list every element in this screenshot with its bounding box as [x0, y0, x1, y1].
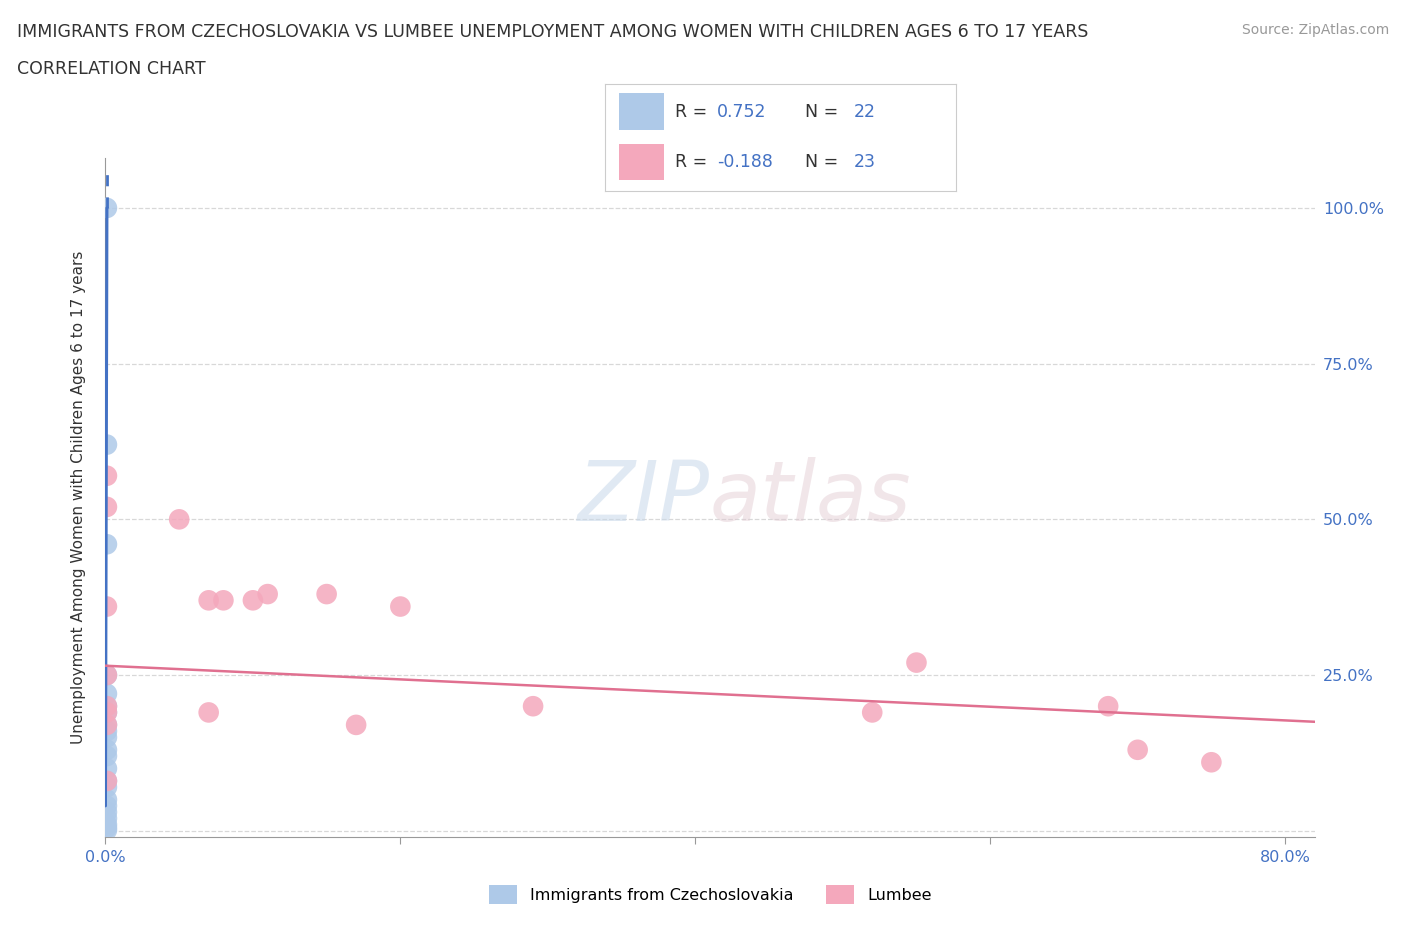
- FancyBboxPatch shape: [619, 143, 665, 180]
- Text: IMMIGRANTS FROM CZECHOSLOVAKIA VS LUMBEE UNEMPLOYMENT AMONG WOMEN WITH CHILDREN : IMMIGRANTS FROM CZECHOSLOVAKIA VS LUMBEE…: [17, 23, 1088, 41]
- Y-axis label: Unemployment Among Women with Children Ages 6 to 17 years: Unemployment Among Women with Children A…: [72, 251, 86, 744]
- Text: 0.752: 0.752: [717, 102, 766, 121]
- Point: [96, 724, 118, 738]
- Point: [167, 512, 190, 526]
- Point: [96, 686, 118, 701]
- Point: [96, 698, 118, 713]
- Point: [96, 774, 118, 789]
- Point: [96, 717, 118, 732]
- Point: [315, 587, 337, 602]
- Point: [96, 804, 118, 819]
- Point: [389, 599, 412, 614]
- Text: CORRELATION CHART: CORRELATION CHART: [17, 60, 205, 78]
- Point: [96, 774, 118, 789]
- Point: [96, 820, 118, 835]
- Legend: Immigrants from Czechoslovakia, Lumbee: Immigrants from Czechoslovakia, Lumbee: [482, 878, 938, 910]
- Point: [96, 705, 118, 720]
- Text: Source: ZipAtlas.com: Source: ZipAtlas.com: [1241, 23, 1389, 37]
- Point: [344, 717, 367, 732]
- Point: [96, 799, 118, 814]
- Point: [1201, 755, 1223, 770]
- FancyBboxPatch shape: [619, 93, 665, 129]
- Point: [256, 587, 278, 602]
- Point: [96, 823, 118, 838]
- Text: ZIP: ZIP: [578, 457, 710, 538]
- Point: [96, 668, 118, 683]
- Point: [96, 742, 118, 757]
- Point: [242, 593, 264, 608]
- Text: N =: N =: [804, 102, 844, 121]
- Point: [96, 779, 118, 794]
- Text: 23: 23: [855, 153, 876, 171]
- Point: [96, 817, 118, 832]
- Point: [96, 469, 118, 484]
- Text: R =: R =: [675, 102, 713, 121]
- Point: [1126, 742, 1149, 757]
- Point: [96, 499, 118, 514]
- Point: [1097, 698, 1119, 713]
- Text: R =: R =: [675, 153, 713, 171]
- Point: [212, 593, 235, 608]
- Point: [860, 705, 883, 720]
- Point: [96, 717, 118, 732]
- Text: atlas: atlas: [710, 457, 911, 538]
- Point: [96, 761, 118, 776]
- Point: [96, 730, 118, 745]
- Point: [96, 537, 118, 551]
- Point: [96, 201, 118, 216]
- Point: [96, 668, 118, 683]
- Text: N =: N =: [804, 153, 844, 171]
- Point: [197, 593, 219, 608]
- Point: [96, 599, 118, 614]
- Point: [905, 655, 928, 670]
- Text: -0.188: -0.188: [717, 153, 773, 171]
- Point: [96, 698, 118, 713]
- Point: [197, 705, 219, 720]
- Point: [96, 811, 118, 826]
- Text: 22: 22: [855, 102, 876, 121]
- Point: [96, 437, 118, 452]
- Point: [96, 792, 118, 807]
- Point: [96, 749, 118, 764]
- Point: [522, 698, 544, 713]
- Point: [96, 705, 118, 720]
